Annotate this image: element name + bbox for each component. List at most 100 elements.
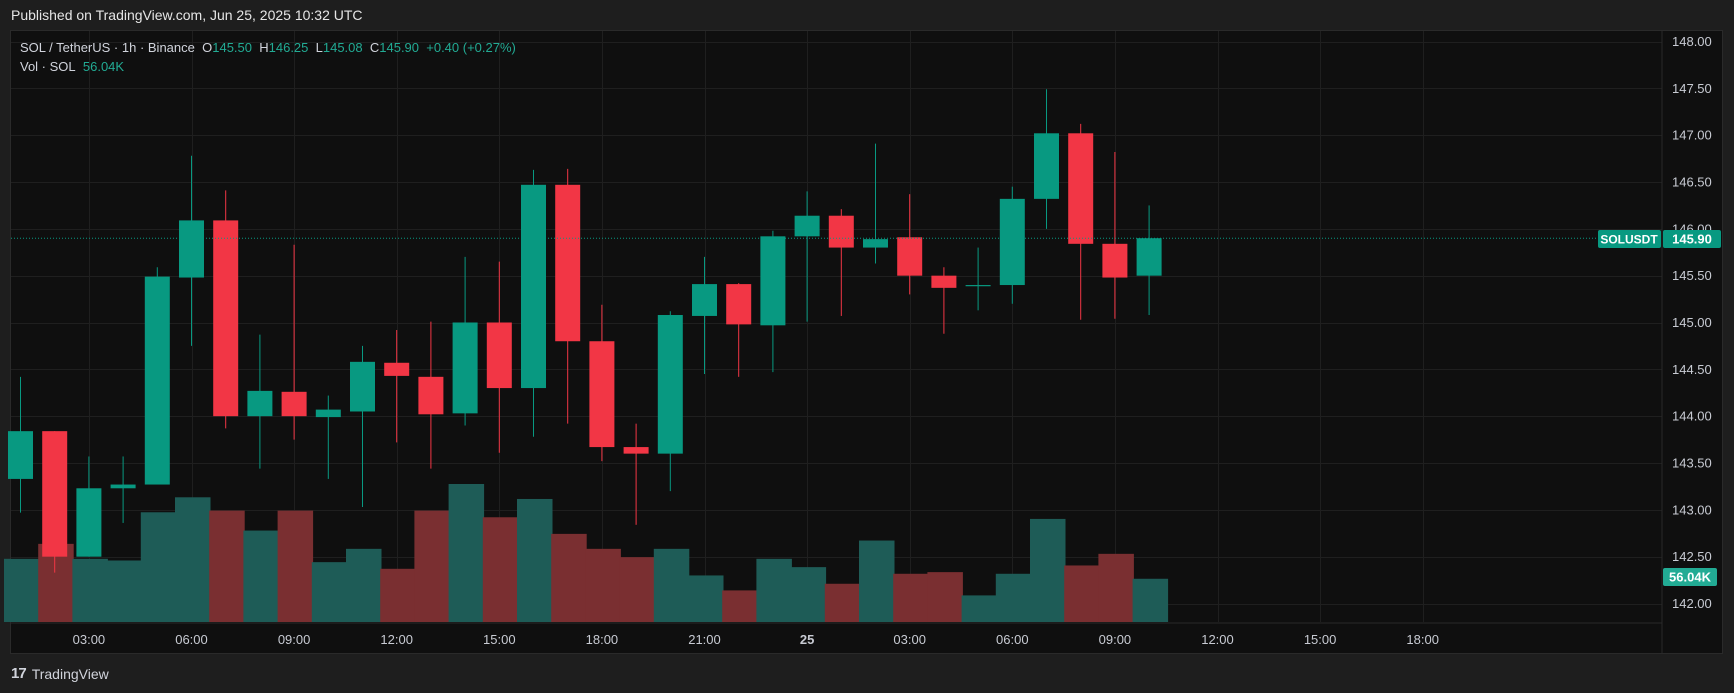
candle-body [110, 484, 136, 489]
candle[interactable] [213, 190, 239, 429]
legend-vol-value: 56.04K [82, 59, 125, 74]
chart-legend: SOL / TetherUS · 1h · Binance O145.50 H1… [20, 38, 516, 76]
price-tick-label: 148.00 [1672, 34, 1712, 49]
price-tick-label: 143.50 [1672, 456, 1712, 471]
candle-body [521, 184, 546, 389]
price-tick-label: 142.50 [1672, 549, 1712, 564]
candle-body [623, 447, 649, 454]
candle[interactable] [42, 431, 68, 573]
legend-close: 145.90 [379, 40, 420, 55]
candle[interactable] [521, 169, 546, 437]
legend-ohlc-row: SOL / TetherUS · 1h · Binance O145.50 H1… [20, 38, 516, 57]
candle[interactable] [623, 423, 649, 525]
time-tick-label: 18:00 [1406, 632, 1439, 647]
volume-bar [927, 572, 963, 622]
candle-body [315, 409, 341, 418]
candle[interactable] [828, 209, 854, 316]
candle-body [897, 237, 923, 276]
candle[interactable] [110, 456, 136, 523]
volume-bar [893, 573, 929, 622]
candle[interactable] [1136, 205, 1162, 316]
candle[interactable] [418, 321, 444, 469]
legend-symbol[interactable]: SOL / TetherUS · 1h · Binance [20, 40, 195, 55]
candle-body [384, 362, 410, 376]
candle-body [350, 361, 375, 412]
candle[interactable] [692, 256, 717, 375]
candle[interactable] [657, 311, 683, 492]
volume-bar [653, 548, 690, 622]
legend-high: 146.25 [268, 40, 309, 55]
candle[interactable] [555, 168, 581, 424]
volume-bar [414, 510, 450, 622]
time-tick-label: 06:00 [175, 632, 208, 647]
candle[interactable] [1068, 123, 1094, 320]
volume-bar [38, 543, 74, 622]
candle-body [828, 215, 854, 248]
volume-bar [175, 497, 211, 622]
volume-bar [243, 530, 279, 622]
last-price-badge-bg [1663, 230, 1721, 248]
volume-bar [311, 562, 348, 622]
candle[interactable] [179, 155, 204, 346]
time-tick-label: 25 [800, 632, 814, 647]
candle[interactable] [452, 256, 478, 426]
candle[interactable] [1102, 152, 1128, 319]
candle-body [76, 488, 102, 557]
legend-c-label: C [369, 40, 380, 55]
candle[interactable] [589, 304, 615, 462]
volume-badge: 56.04K [1663, 568, 1717, 586]
candle[interactable] [760, 230, 786, 373]
price-tick-label: 144.00 [1672, 409, 1712, 424]
candle-body [692, 284, 717, 316]
candle-body [794, 215, 820, 237]
price-axis: 148.00147.50147.00146.50146.00145.50145.… [1672, 34, 1712, 611]
volume-bar [1098, 553, 1134, 622]
candle[interactable] [794, 191, 820, 322]
candle[interactable] [76, 456, 102, 557]
last-price-badge: 145.90 [1672, 232, 1712, 247]
candle[interactable] [965, 247, 991, 311]
tradingview-logo-icon[interactable]: 17 [11, 665, 27, 682]
candle[interactable] [8, 376, 33, 513]
candle[interactable] [931, 267, 957, 334]
candle[interactable] [144, 267, 170, 485]
legend-vol-label[interactable]: Vol · SOL [20, 59, 76, 74]
candle[interactable] [863, 143, 888, 264]
volume-bar [756, 558, 792, 622]
footer-brand[interactable]: TradingView [31, 665, 109, 682]
volume-bar [140, 512, 177, 622]
time-tick-label: 03:00 [73, 632, 106, 647]
candle-body [657, 315, 683, 454]
price-tick-label: 142.00 [1672, 596, 1712, 611]
candle-body [1102, 243, 1128, 278]
candle[interactable] [1034, 89, 1059, 229]
candle[interactable] [384, 329, 410, 443]
candle[interactable] [726, 283, 752, 377]
volume-bar [688, 575, 724, 622]
volume-bar [517, 498, 553, 622]
candle[interactable] [281, 244, 307, 440]
symbol-badge-bg [1598, 230, 1661, 248]
price-badge: SOLUSDT 145.90 [1598, 230, 1721, 248]
candle[interactable] [897, 194, 923, 295]
time-tick-label: 06:00 [996, 632, 1029, 647]
volume-bar [722, 590, 758, 622]
candle[interactable] [350, 345, 375, 508]
price-tick-label: 145.00 [1672, 315, 1712, 330]
symbol-badge: SOLUSDT [1600, 233, 1658, 247]
footer: 17 TradingView [11, 665, 109, 682]
candle[interactable] [486, 261, 512, 453]
volume-bar [585, 548, 621, 622]
candle-body [1136, 238, 1162, 276]
candle[interactable] [247, 334, 273, 469]
candle[interactable] [999, 186, 1025, 304]
candle[interactable] [315, 395, 341, 479]
volume-bar [995, 573, 1032, 622]
price-tick-label: 143.00 [1672, 502, 1712, 517]
volume-bar [1132, 578, 1169, 622]
legend-o-label: O [202, 40, 213, 55]
time-tick-label: 09:00 [1099, 632, 1132, 647]
candle-body [8, 431, 33, 479]
candle-body [281, 391, 307, 417]
